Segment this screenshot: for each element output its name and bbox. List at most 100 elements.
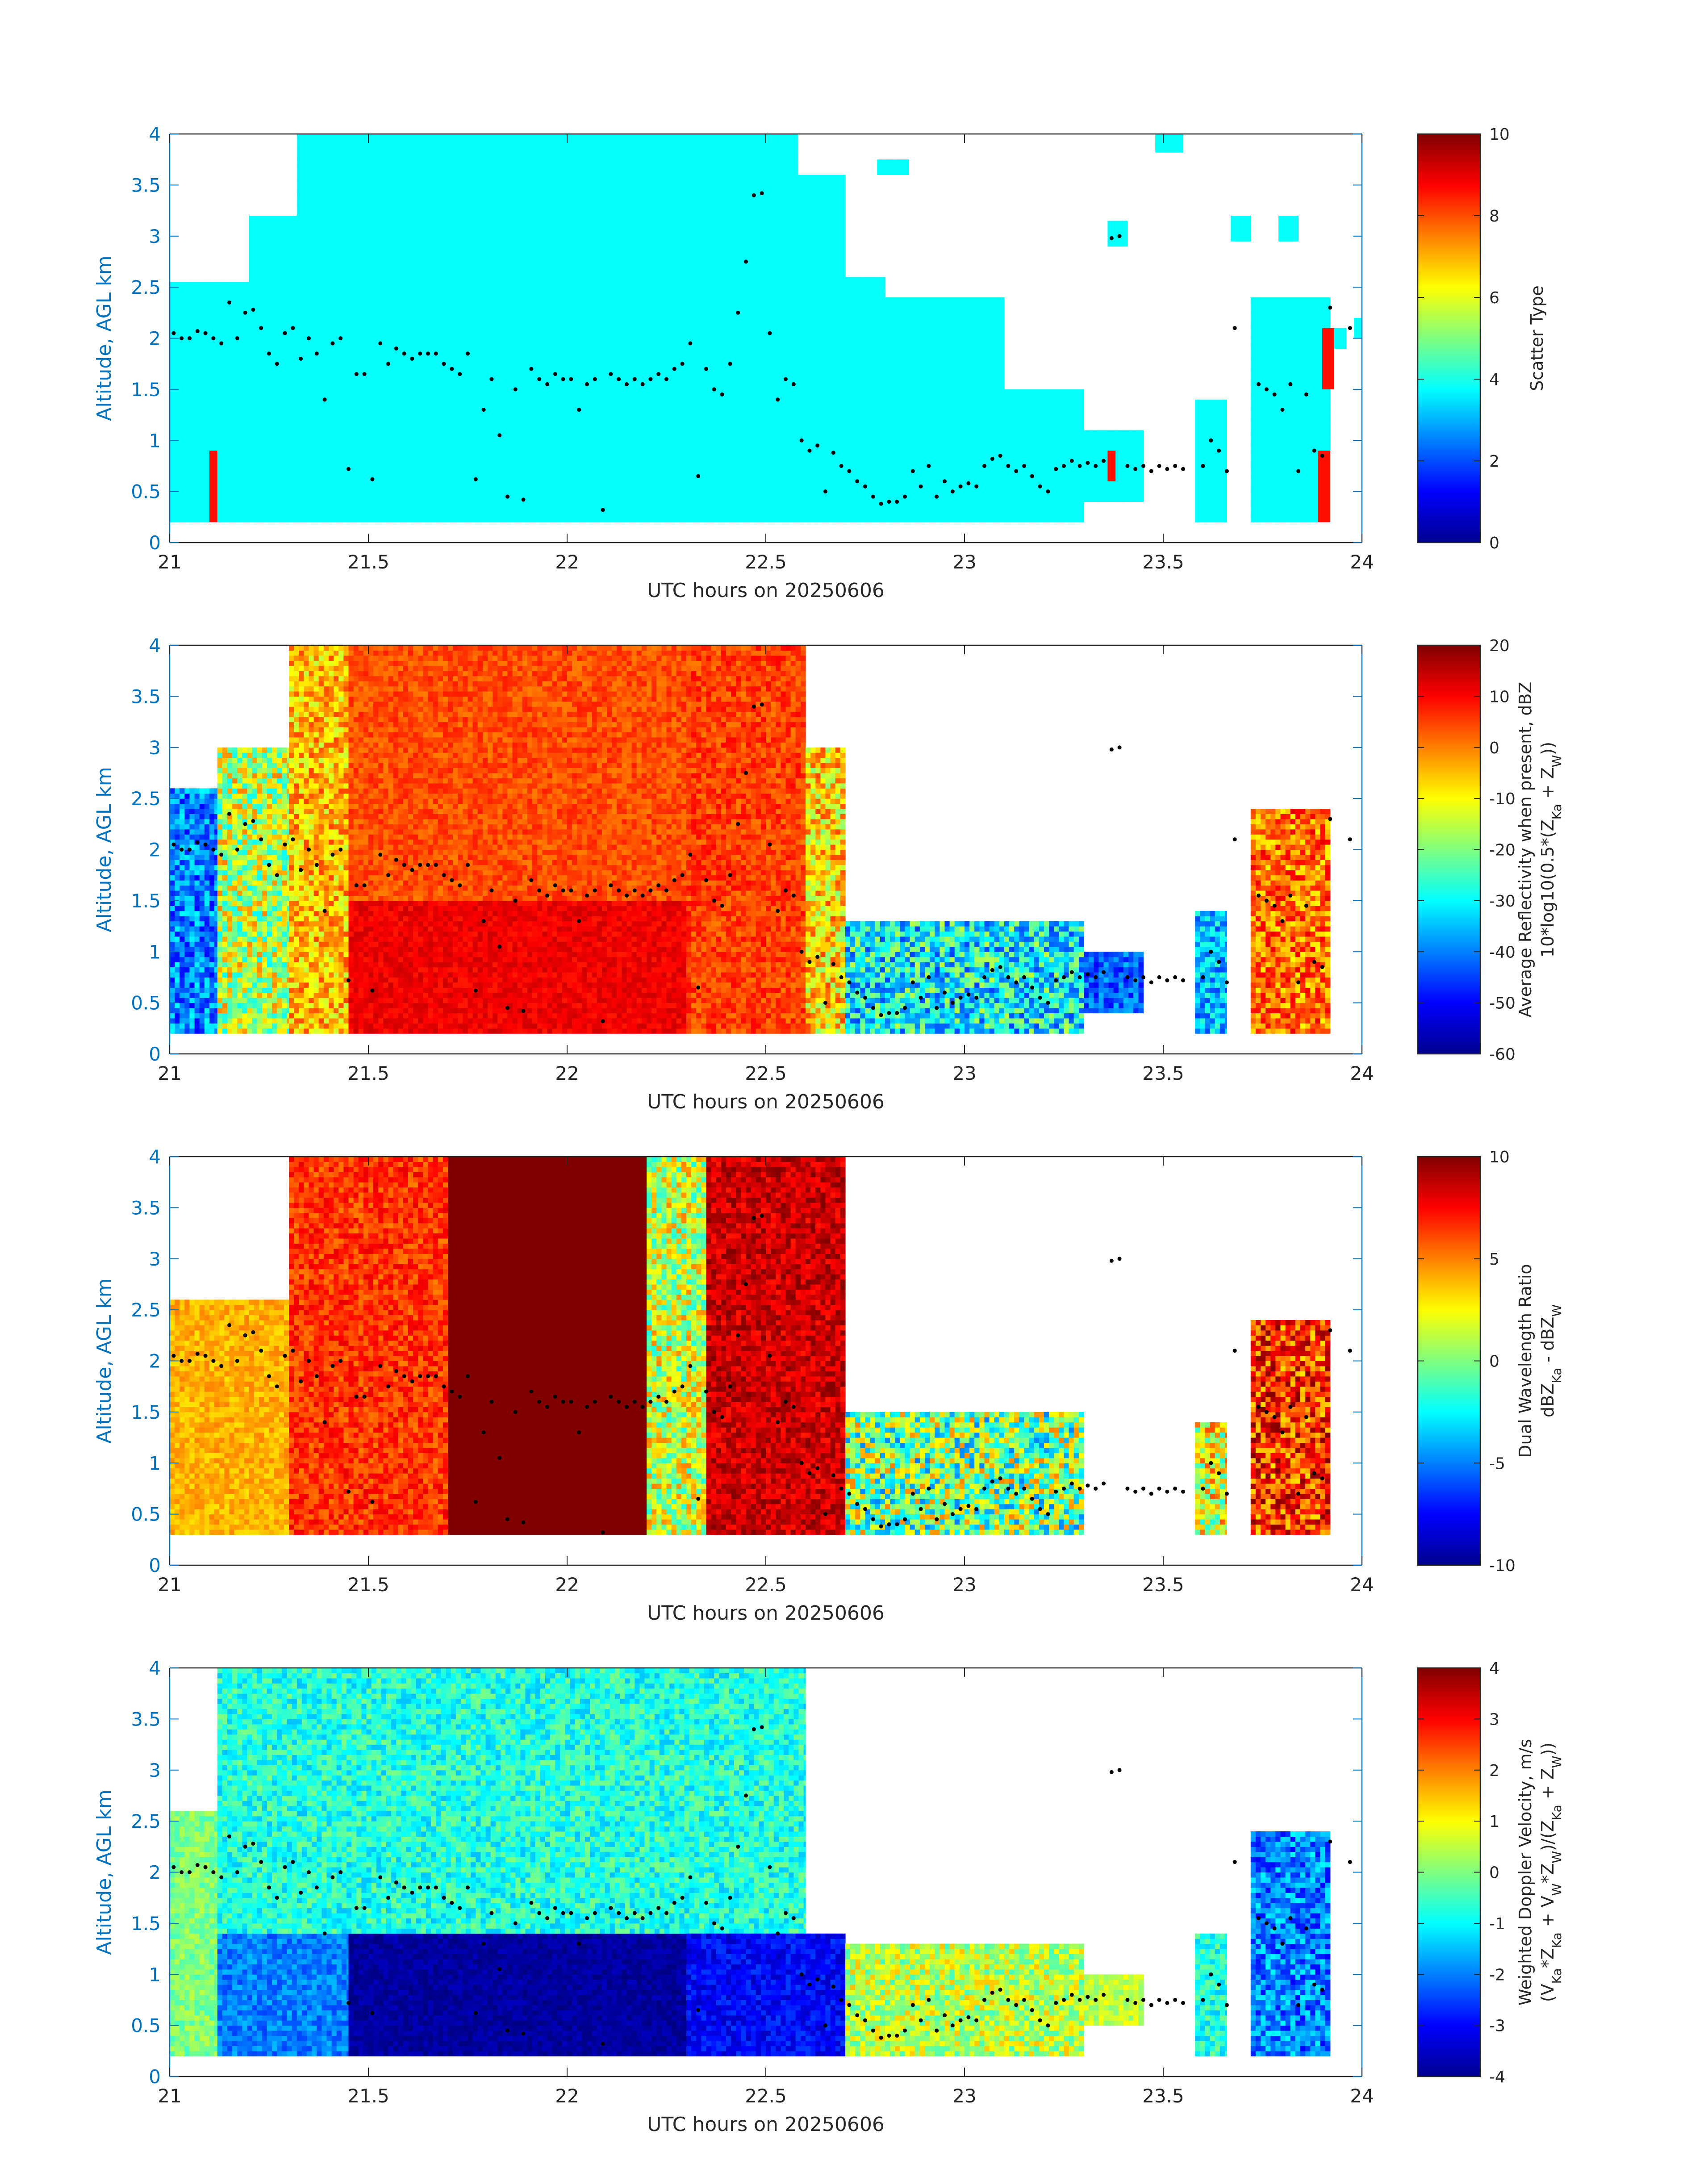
heatmap-cell	[200, 410, 205, 415]
heatmap-cell	[234, 451, 240, 456]
heatmap-cell	[317, 292, 322, 298]
heatmap-cell	[274, 384, 280, 389]
heatmap-cell	[322, 195, 327, 201]
heatmap-cell	[180, 389, 185, 395]
heatmap-cell	[254, 302, 259, 308]
heatmap-cell	[224, 389, 230, 395]
heatmap-cell	[170, 456, 175, 461]
heatmap-cell	[332, 205, 337, 211]
heatmap-cell	[264, 328, 269, 334]
heatmap-cell	[175, 451, 180, 456]
heatmap-cell	[279, 389, 284, 395]
heatmap-cell	[307, 302, 312, 308]
heatmap-cell	[175, 446, 180, 451]
heatmap-cell	[190, 476, 195, 481]
heatmap-cell	[332, 159, 337, 165]
heatmap-cell	[205, 369, 210, 374]
heatmap-cell	[294, 476, 297, 481]
heatmap-cell	[239, 369, 245, 374]
heatmap-cell	[170, 343, 175, 349]
heatmap-cell	[327, 440, 332, 446]
heatmap-cell	[322, 185, 327, 190]
heatmap-cell	[307, 400, 312, 405]
heatmap-cell	[337, 446, 342, 451]
heatmap-cell	[327, 277, 332, 282]
heatmap-cell	[239, 461, 245, 466]
heatmap-cell	[327, 313, 332, 318]
heatmap-cell	[269, 216, 275, 221]
heatmap-cell	[200, 430, 205, 435]
heatmap-cell	[224, 354, 230, 359]
heatmap-cell	[184, 328, 190, 334]
heatmap-cell	[175, 405, 180, 410]
heatmap-cell	[284, 354, 289, 359]
heatmap-cell	[200, 364, 205, 369]
heatmap-cell	[205, 318, 210, 323]
heatmap-cell	[284, 262, 289, 267]
heatmap-cell	[254, 343, 259, 349]
heatmap-cell	[219, 517, 225, 522]
heatmap-cell	[274, 486, 280, 492]
heatmap-cell	[317, 185, 322, 190]
heatmap-cell	[279, 231, 284, 236]
heatmap-cell	[249, 466, 255, 471]
heatmap-cell	[322, 338, 327, 344]
heatmap-cell	[219, 471, 225, 476]
heatmap-cell	[239, 476, 245, 481]
heatmap-cell	[249, 216, 255, 221]
heatmap-cell	[224, 338, 230, 344]
heatmap-cell	[302, 405, 307, 410]
heatmap-cell	[302, 348, 307, 354]
heatmap-cell	[254, 420, 259, 426]
heatmap-cell	[289, 461, 294, 466]
heatmap-cell	[317, 461, 322, 466]
heatmap-cell	[244, 354, 250, 359]
heatmap-cell	[307, 149, 312, 155]
heatmap-cell	[322, 272, 327, 277]
heatmap-cell	[317, 481, 322, 487]
heatmap-cell	[302, 211, 307, 216]
heatmap-cell	[302, 195, 307, 201]
heatmap-cell	[224, 476, 230, 481]
heatmap-cell	[274, 297, 280, 303]
heatmap-cell	[214, 359, 220, 364]
heatmap-cell	[269, 425, 275, 430]
heatmap-cell	[195, 343, 200, 349]
heatmap-cell	[264, 308, 269, 313]
heatmap-cell	[205, 400, 210, 405]
heatmap-cell	[279, 486, 284, 492]
heatmap-cell	[170, 364, 175, 369]
heatmap-cell	[297, 502, 302, 507]
heatmap-cell	[294, 251, 297, 257]
heatmap-cell	[327, 512, 332, 517]
heatmap-cell	[322, 420, 327, 426]
heatmap-cell	[279, 241, 284, 247]
heatmap-cell	[294, 231, 297, 236]
heatmap-cell	[239, 456, 245, 461]
heatmap-cell	[297, 328, 302, 334]
heatmap-cell	[322, 221, 327, 226]
heatmap-cell	[190, 359, 195, 364]
heatmap-cell	[322, 425, 327, 430]
heatmap-cell	[200, 369, 205, 374]
heatmap-cell	[269, 292, 275, 298]
heatmap-cell	[219, 456, 225, 461]
heatmap-cell	[279, 400, 284, 405]
heatmap-cell	[307, 267, 312, 272]
heatmap-cell	[264, 405, 269, 410]
heatmap-cell	[297, 211, 302, 216]
heatmap-cell	[322, 348, 327, 354]
heatmap-cell	[190, 502, 195, 507]
heatmap-cell	[302, 241, 307, 247]
heatmap-cell	[302, 251, 307, 257]
heatmap-cell	[327, 308, 332, 313]
heatmap-cell	[269, 318, 275, 323]
heatmap-cell	[259, 267, 264, 272]
heatmap-cell	[234, 359, 240, 364]
heatmap-cell	[200, 287, 205, 292]
heatmap-cell	[180, 394, 185, 400]
heatmap-cell	[302, 175, 307, 180]
heatmap-cell	[312, 430, 317, 435]
heatmap-cell	[200, 512, 205, 517]
heatmap-cell	[230, 338, 235, 344]
